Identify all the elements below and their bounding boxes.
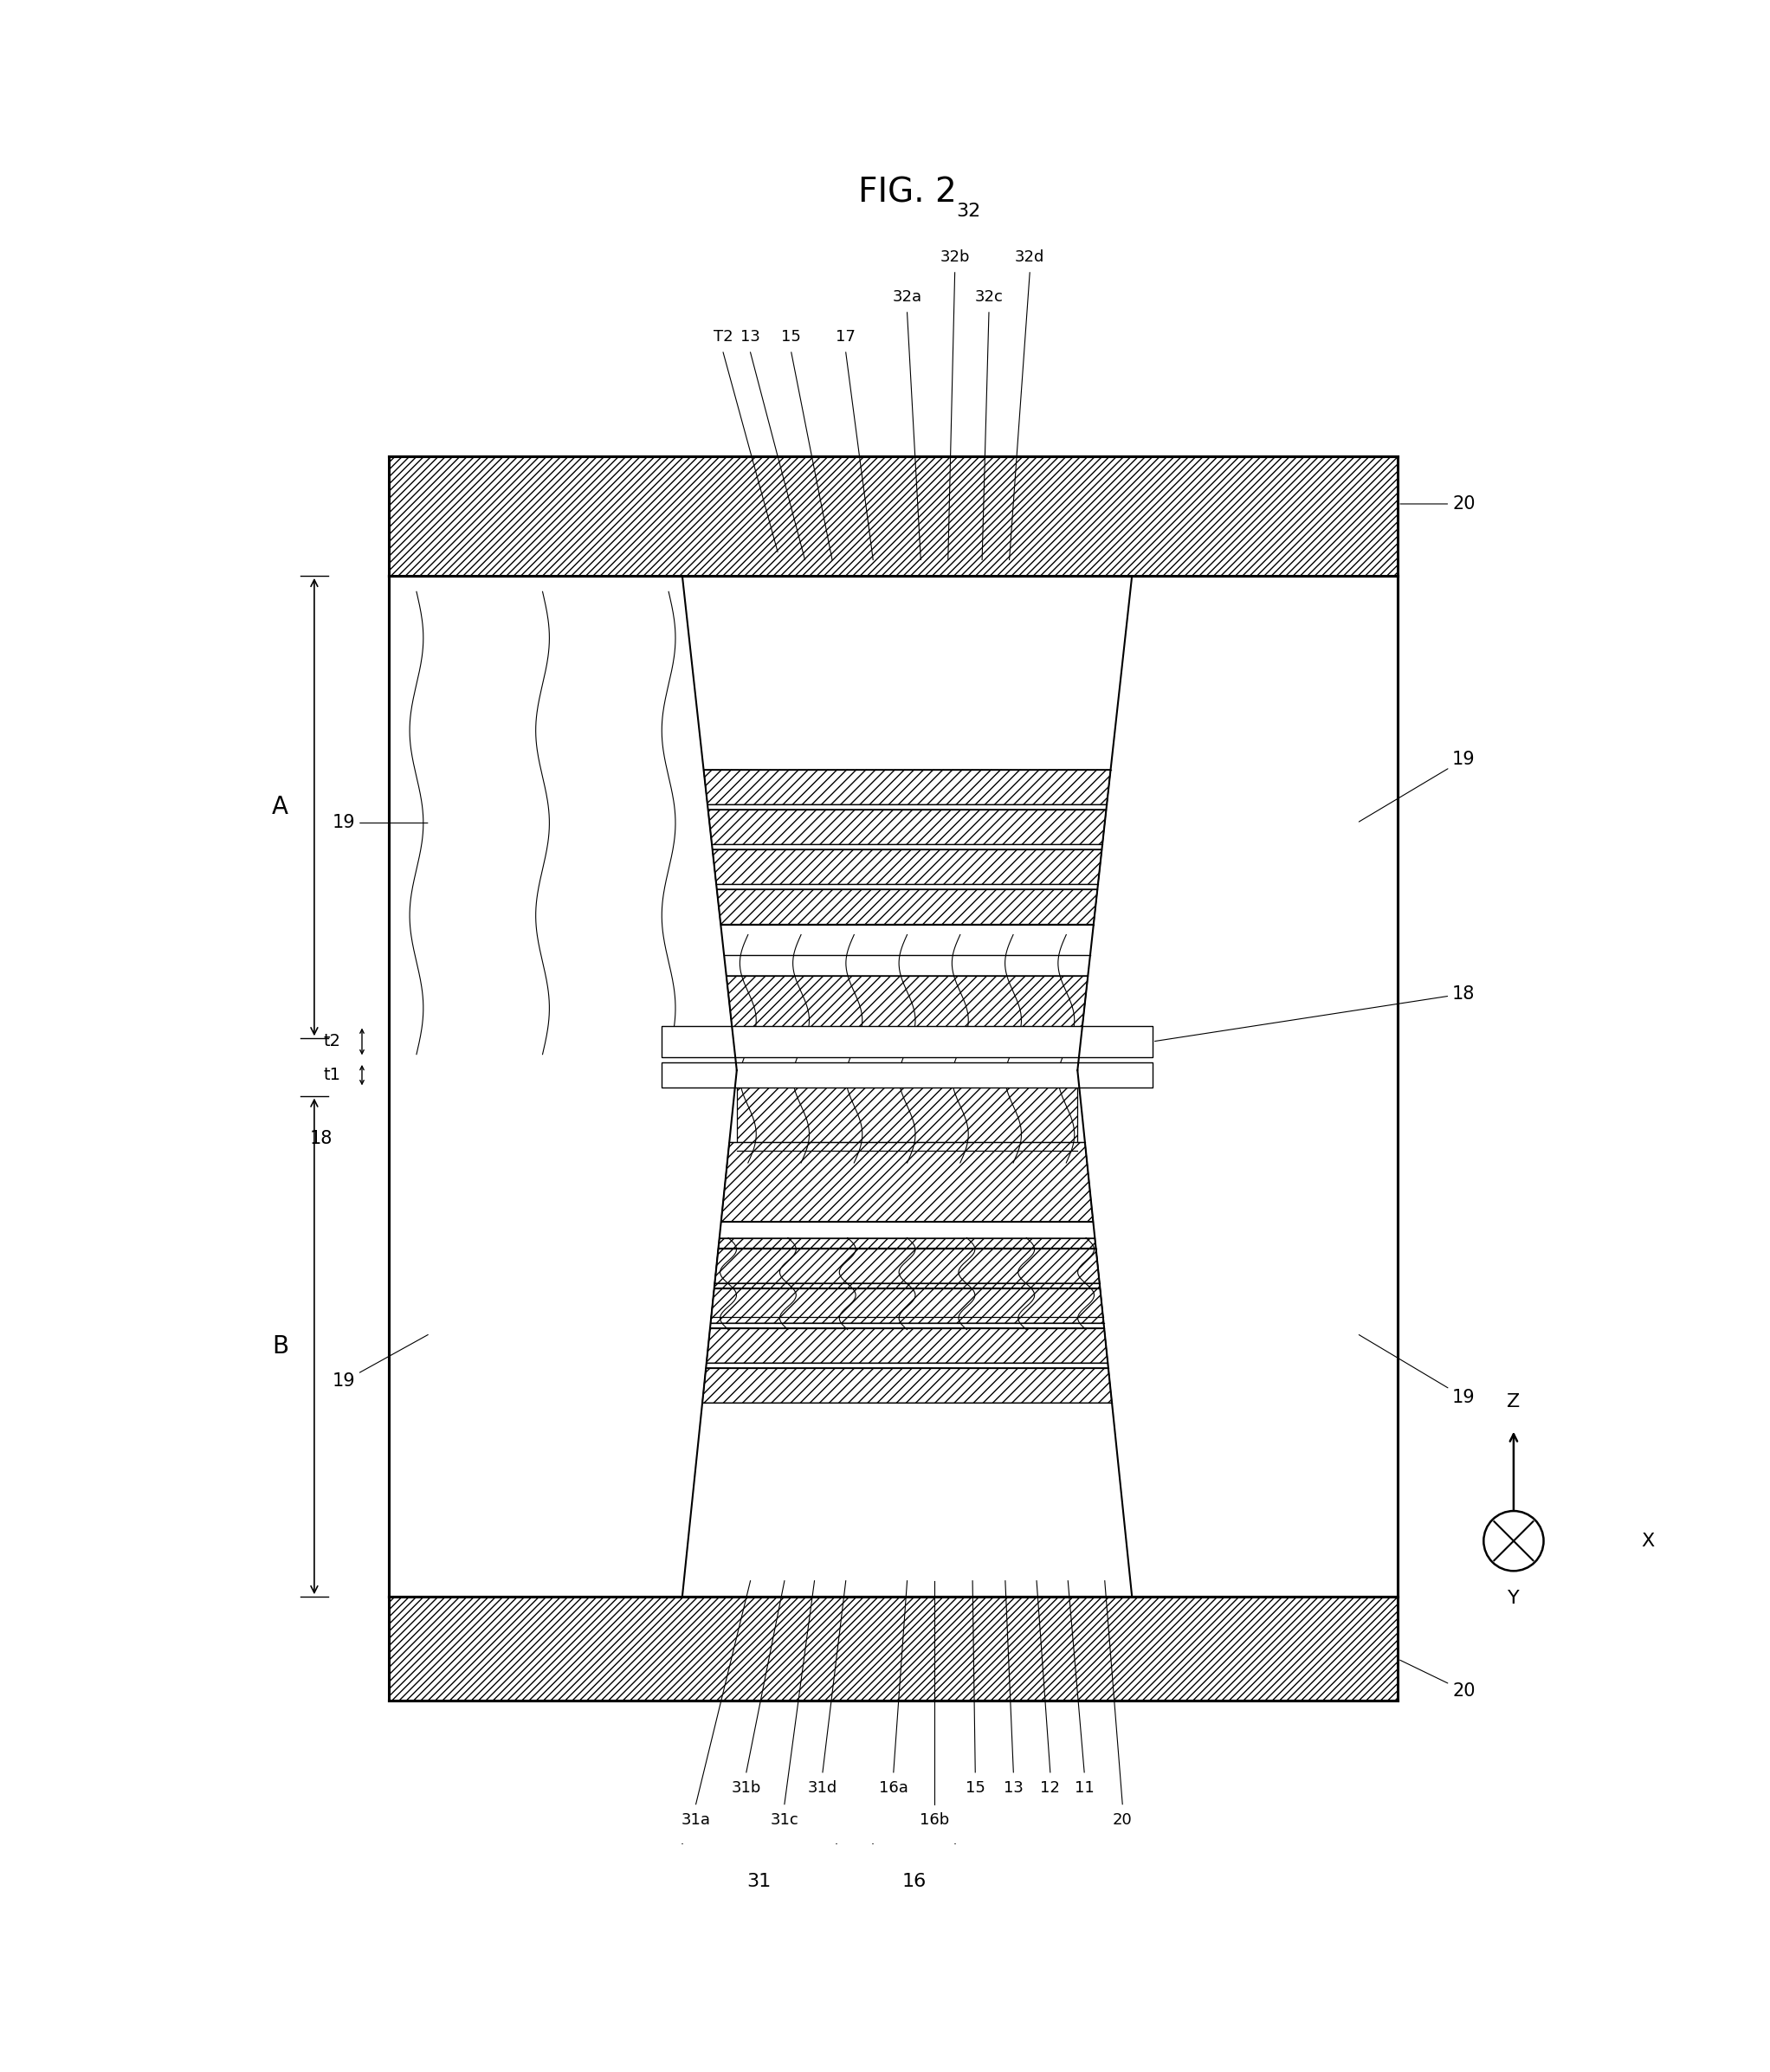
Text: B: B	[273, 1334, 289, 1359]
Text: 13: 13	[740, 329, 761, 344]
Polygon shape	[681, 1071, 1133, 1598]
Text: 15: 15	[965, 1780, 986, 1796]
Polygon shape	[389, 1598, 1398, 1701]
Text: 32d: 32d	[1014, 249, 1044, 265]
Polygon shape	[703, 1368, 1112, 1403]
Text: A: A	[273, 796, 289, 818]
Polygon shape	[720, 1142, 1094, 1222]
Polygon shape	[717, 889, 1097, 924]
Polygon shape	[710, 1289, 1104, 1324]
Bar	[389, 456, 1398, 1701]
Text: 18: 18	[310, 1129, 333, 1148]
Polygon shape	[736, 1071, 1078, 1150]
Text: 20: 20	[1113, 1813, 1133, 1828]
Polygon shape	[681, 576, 1133, 1071]
Bar	[662, 1063, 1152, 1088]
Polygon shape	[712, 850, 1103, 885]
Text: 32b: 32b	[940, 249, 970, 265]
Text: 20: 20	[1400, 495, 1474, 512]
Text: 31a: 31a	[681, 1813, 710, 1828]
Text: 19: 19	[1359, 1334, 1476, 1407]
Text: Y: Y	[1508, 1589, 1520, 1608]
Polygon shape	[706, 1328, 1108, 1363]
Text: 13: 13	[1004, 1780, 1023, 1796]
Text: Z: Z	[1506, 1392, 1520, 1411]
Text: 20: 20	[1400, 1660, 1474, 1699]
Text: 16a: 16a	[880, 1780, 908, 1796]
Text: 11: 11	[1074, 1780, 1094, 1796]
Text: t2: t2	[324, 1034, 340, 1051]
Polygon shape	[708, 810, 1106, 845]
Text: FIG. 2: FIG. 2	[858, 176, 956, 209]
Bar	[389, 456, 1398, 1701]
Circle shape	[1483, 1510, 1543, 1571]
Polygon shape	[389, 456, 1398, 576]
Text: 31: 31	[747, 1873, 772, 1890]
Polygon shape	[726, 976, 1089, 1055]
Text: 16b: 16b	[920, 1813, 949, 1828]
Text: 19: 19	[333, 814, 428, 831]
Bar	[662, 1026, 1152, 1057]
Polygon shape	[389, 576, 1398, 1071]
Text: 32a: 32a	[892, 288, 922, 305]
Polygon shape	[715, 1247, 1099, 1283]
Text: 32: 32	[956, 203, 981, 220]
Text: T2: T2	[713, 329, 733, 344]
Text: t1: t1	[324, 1067, 340, 1084]
Text: 16: 16	[901, 1873, 926, 1890]
Text: X: X	[1641, 1533, 1655, 1550]
Polygon shape	[389, 1598, 1398, 1701]
Text: 19: 19	[333, 1334, 428, 1390]
Text: 32c: 32c	[975, 288, 1004, 305]
Polygon shape	[704, 769, 1110, 804]
Bar	[662, 1063, 1152, 1088]
Text: 31d: 31d	[807, 1780, 837, 1796]
Text: 31c: 31c	[770, 1813, 798, 1828]
Polygon shape	[712, 1239, 1103, 1318]
Text: 18: 18	[1154, 984, 1474, 1042]
Text: 31b: 31b	[731, 1780, 761, 1796]
Polygon shape	[389, 1071, 1398, 1598]
Polygon shape	[389, 456, 1398, 576]
Text: 17: 17	[835, 329, 855, 344]
Bar	[662, 1026, 1152, 1057]
Text: 15: 15	[781, 329, 802, 344]
Text: 12: 12	[1041, 1780, 1060, 1796]
Text: 19: 19	[1359, 750, 1476, 823]
